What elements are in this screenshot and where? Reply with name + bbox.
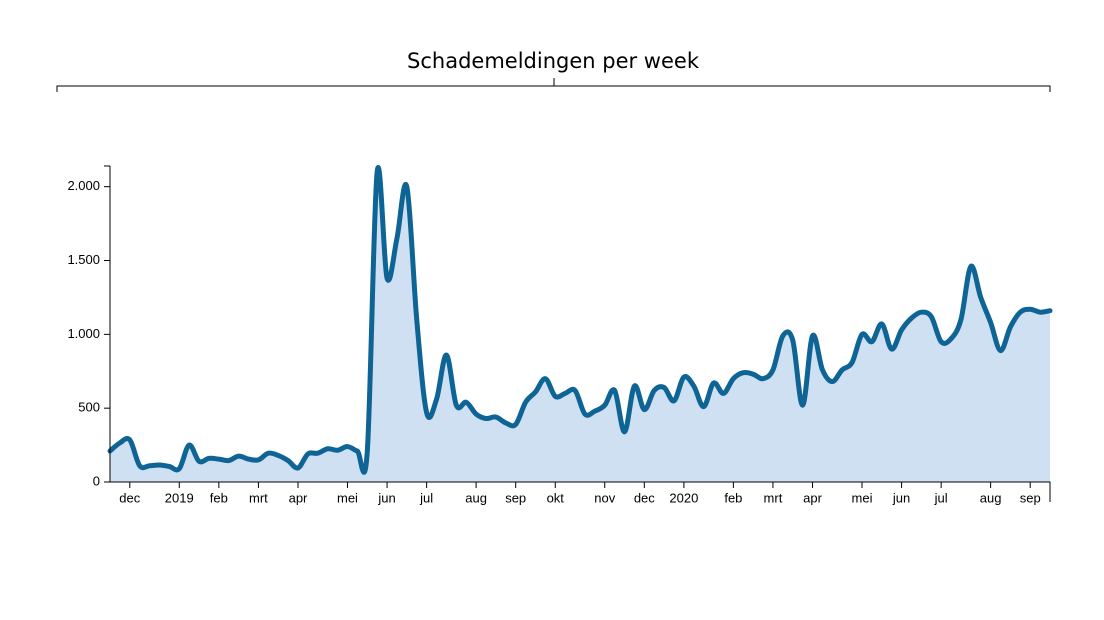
x-tick-label: 2019 (165, 490, 194, 505)
y-tick-label: 0 (93, 473, 100, 488)
y-tick-label: 500 (78, 400, 100, 415)
x-tick-label: jun (377, 490, 395, 505)
y-tick-label: 1.500 (67, 252, 100, 267)
line (107, 165, 1053, 475)
x-tick-label: jun (892, 490, 910, 505)
title-bracket (56, 78, 1051, 92)
x-tick-label: okt (547, 490, 565, 505)
x-tick-label: apr (803, 490, 822, 505)
x-tick-label: jul (419, 490, 433, 505)
x-tick-label: sep (505, 490, 526, 505)
x-axis (110, 481, 1051, 502)
y-axis (104, 165, 111, 482)
x-tick-label: mei (337, 490, 358, 505)
area (110, 167, 1050, 483)
x-tick-label: dec (634, 490, 655, 505)
y-tick-label: 2.000 (67, 178, 100, 193)
x-tick-label: aug (465, 490, 487, 505)
x-tick-label: dec (119, 490, 140, 505)
chart-title: Schademeldingen per week (407, 49, 700, 73)
x-tick-label: mrt (249, 490, 268, 505)
x-tick-label: mrt (764, 490, 783, 505)
x-tick-label: apr (289, 490, 308, 505)
x-tick-label: feb (724, 490, 742, 505)
x-tick-label: feb (210, 490, 228, 505)
y-tick-label: 1.000 (67, 326, 100, 341)
x-tick-label: 2020 (669, 490, 698, 505)
x-tick-label: aug (980, 490, 1002, 505)
x-tick-label: jul (934, 490, 948, 505)
x-tick-label: mei (852, 490, 873, 505)
x-tick-label: nov (594, 490, 615, 505)
x-tick-label: sep (1020, 490, 1041, 505)
